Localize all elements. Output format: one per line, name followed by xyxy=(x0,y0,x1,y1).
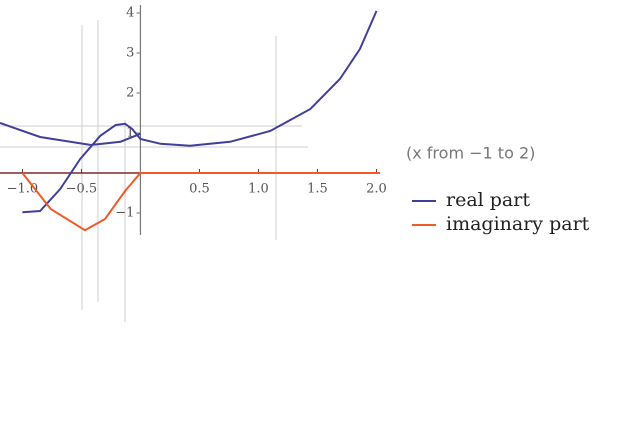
x-tick-label: 1.0 xyxy=(248,182,269,197)
x-tick-label: 1.5 xyxy=(307,182,328,197)
x-tick-label: 2.0 xyxy=(366,182,387,197)
y-tick-label: 2 xyxy=(126,86,134,101)
x-tick-label: −1.0 xyxy=(7,182,39,197)
legend-label: imaginary part xyxy=(446,213,590,235)
mesh-lines xyxy=(0,20,308,322)
y-tick-label: 3 xyxy=(126,46,134,61)
range-note: (x from −1 to 2) xyxy=(406,144,535,163)
x-tick-label: 0.5 xyxy=(189,182,210,197)
series-line xyxy=(0,10,378,214)
y-tick-label: −1 xyxy=(115,206,134,221)
x-tick-label: −0.5 xyxy=(66,182,98,197)
y-tick-label: 4 xyxy=(126,6,134,21)
series-line xyxy=(21,172,380,232)
y-tick-label: 1 xyxy=(126,126,134,141)
legend-label: real part xyxy=(446,189,530,211)
